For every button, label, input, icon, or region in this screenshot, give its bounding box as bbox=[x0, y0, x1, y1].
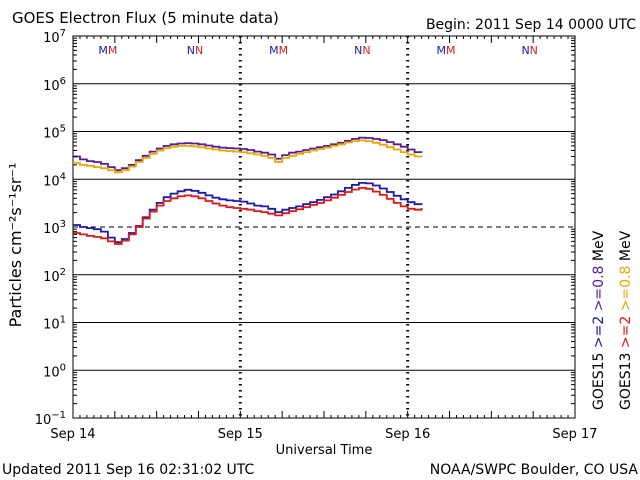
legend-entry: GOES13 >=2 >=0.8 MeV bbox=[618, 230, 634, 410]
y-axis-ticks: 107 106 105 104 103 102 101 100 10−1 bbox=[35, 28, 575, 428]
x-tick-label: Sep 14 bbox=[50, 427, 95, 442]
series-line bbox=[73, 182, 423, 244]
footer-credit: NOAA/SWPC Boulder, CO USA bbox=[430, 462, 639, 478]
mn-marker: NN bbox=[354, 44, 370, 57]
mn-marker: NN bbox=[187, 44, 203, 57]
mn-marker: MM bbox=[98, 44, 117, 57]
legend-entry: GOES15 >=2 >=0.8 MeV bbox=[591, 230, 607, 410]
y-tick-label: 104 bbox=[43, 171, 66, 189]
x-axis-ticks: Sep 14 Sep 15 Sep 16 Sep 17 bbox=[50, 36, 598, 442]
legend-column: GOES15 >=2 >=0.8 MeV bbox=[591, 230, 607, 410]
begin-label: Begin: 2011 Sep 14 0000 UTC bbox=[426, 17, 636, 33]
x-axis-label: Universal Time bbox=[276, 443, 373, 458]
legend: GOES15 >=2 >=0.8 MeV GOES13 >=2 >=0.8 MeV bbox=[591, 230, 634, 410]
y-tick-label: 10−1 bbox=[35, 410, 66, 428]
y-tick-label: 105 bbox=[43, 124, 66, 142]
mn-marker: MM bbox=[437, 44, 456, 57]
y-tick-label: 106 bbox=[43, 76, 66, 94]
plot-frame bbox=[72, 35, 576, 419]
y-tick-label: 103 bbox=[43, 219, 66, 237]
x-tick-label: Sep 17 bbox=[552, 427, 597, 442]
y-tick-label: 100 bbox=[43, 362, 66, 380]
series-line bbox=[73, 187, 423, 245]
y-tick-label: 101 bbox=[43, 315, 66, 333]
y-tick-label: 102 bbox=[43, 267, 66, 285]
y-axis-label: Particles cm⁻²s⁻¹sr⁻¹ bbox=[6, 163, 25, 328]
x-tick-label: Sep 16 bbox=[385, 427, 430, 442]
mn-markers: MM NN MM NN MM NN bbox=[98, 44, 538, 57]
chart-title: GOES Electron Flux (5 minute data) bbox=[12, 9, 279, 27]
legend-column: GOES13 >=2 >=0.8 MeV bbox=[618, 230, 634, 410]
mn-marker: MM bbox=[269, 44, 288, 57]
series-line bbox=[73, 139, 423, 174]
y-tick-label: 107 bbox=[43, 28, 66, 46]
x-tick-label: Sep 15 bbox=[218, 427, 263, 442]
series-line bbox=[73, 136, 423, 172]
series-layer bbox=[73, 136, 423, 245]
footer-updated: Updated 2011 Sep 16 02:31:02 UTC bbox=[2, 462, 255, 478]
mn-marker: NN bbox=[521, 44, 537, 57]
